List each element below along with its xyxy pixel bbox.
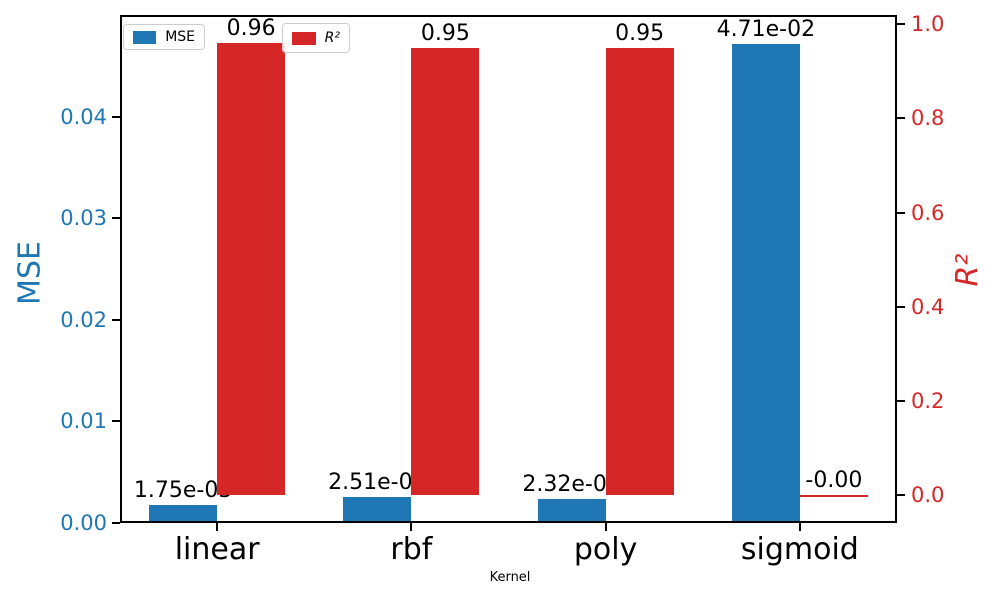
- right-tick-label: 0.6: [911, 200, 945, 225]
- bar-r2: [605, 47, 674, 495]
- right-tick-label: 0.4: [911, 294, 945, 319]
- x-axis-title: Kernel: [489, 570, 531, 585]
- left-tick-label: 0.02: [60, 307, 107, 332]
- left-tick-mark: [112, 115, 120, 118]
- bar-r2: [411, 47, 480, 495]
- right-tick-label: 1.0: [911, 12, 945, 37]
- legend-r2-label: R²: [324, 30, 340, 46]
- bar-mse-value: 4.71e-02: [716, 17, 816, 43]
- legend-r2-swatch: [292, 31, 316, 45]
- right-tick-label: 0.0: [911, 482, 945, 507]
- right-tick-label: 0.8: [911, 106, 945, 131]
- right-tick-mark: [897, 493, 905, 496]
- bar-mse: [149, 505, 218, 523]
- x-tick-label: linear: [174, 532, 260, 567]
- left-tick-mark: [112, 420, 120, 423]
- bar-r2-value: -0.00: [805, 467, 863, 493]
- left-tick-label: 0.03: [60, 206, 107, 231]
- left-tick-label: 0.04: [60, 104, 107, 129]
- bar-mse-value: 2.32e-03: [522, 472, 621, 498]
- bar-mse-value: 2.51e-03: [328, 470, 427, 496]
- bar-r2-value: 0.96: [226, 16, 276, 42]
- x-tick-label: poly: [573, 532, 638, 567]
- x-tick-mark: [216, 523, 219, 531]
- x-tick-mark: [798, 523, 801, 531]
- bar-r2: [217, 43, 286, 495]
- x-tick-mark: [604, 523, 607, 531]
- left-tick-label: 0.00: [60, 511, 107, 535]
- x-tick-label: rbf: [390, 532, 433, 567]
- bar-r2-value: 0.95: [615, 20, 665, 46]
- right-tick-mark: [897, 117, 905, 120]
- right-tick-mark: [897, 211, 905, 214]
- x-tick-label: sigmoid: [740, 532, 859, 567]
- bar-mse-value: 1.75e-03: [133, 478, 233, 504]
- bar-mse: [343, 497, 412, 523]
- bar-r2: [799, 494, 868, 497]
- bar-mse: [537, 499, 606, 523]
- left-tick-mark: [112, 318, 120, 321]
- right-axis-title: R²: [950, 253, 986, 287]
- bar-mse: [731, 44, 800, 523]
- right-tick-mark: [897, 399, 905, 402]
- left-tick-label: 0.01: [60, 409, 107, 434]
- right-tick-label: 0.2: [911, 388, 945, 413]
- right-tick-mark: [897, 23, 905, 26]
- legend-mse-label: MSE: [165, 29, 195, 45]
- legend-mse-swatch: [133, 30, 157, 44]
- x-tick-mark: [410, 523, 413, 531]
- left-axis-title: MSE: [12, 241, 48, 305]
- legend-mse: MSE: [123, 24, 205, 50]
- bar-r2-value: 0.95: [420, 20, 470, 46]
- right-tick-mark: [897, 305, 905, 308]
- left-tick-mark: [112, 217, 120, 220]
- left-tick-mark: [112, 522, 120, 524]
- legend-r2: R²: [282, 23, 350, 53]
